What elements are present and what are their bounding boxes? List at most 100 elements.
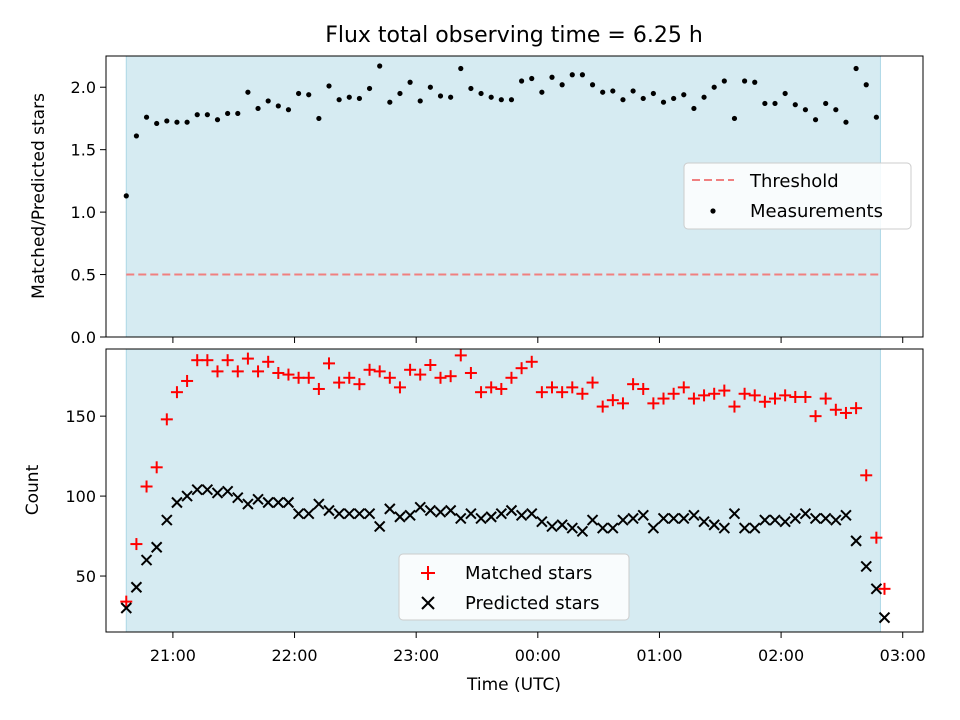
predicted-star-point <box>485 511 497 523</box>
matched-star-point <box>850 402 863 415</box>
predicted-star-point <box>232 491 244 504</box>
predicted-star-point <box>556 519 568 531</box>
predicted-star-point <box>130 581 143 593</box>
matched-star-point <box>657 392 670 405</box>
matched-star-point <box>596 400 609 413</box>
measurement-point <box>620 97 626 103</box>
matched-star-point <box>758 395 771 408</box>
matched-star-point <box>535 386 548 399</box>
legend-threshold-label: Threshold <box>749 171 839 192</box>
measurement-point <box>326 83 332 89</box>
measurement-point <box>154 120 160 127</box>
predicted-star-point <box>313 498 325 510</box>
matched-star-point <box>495 382 508 395</box>
measurement-point <box>508 97 515 103</box>
matched-star-point <box>819 392 832 405</box>
matched-star-point <box>312 382 325 395</box>
matched-star-point <box>779 389 792 402</box>
matched-star-point <box>353 378 366 391</box>
predicted-star-point <box>830 514 842 526</box>
predicted-star-point <box>779 515 791 528</box>
measurement-point <box>863 82 869 88</box>
measurement-point <box>377 63 383 69</box>
predicted-star-point <box>444 504 457 517</box>
top-panel: 0.00.51.01.52.0 Matched/Predicted stars … <box>29 55 924 347</box>
legend-matched-label: Matched stars <box>465 563 592 584</box>
measurement-point <box>265 98 271 104</box>
matched-star-point <box>616 397 629 410</box>
predicted-star-point <box>363 507 376 520</box>
predicted-star-point <box>282 496 295 509</box>
measurement-point <box>772 100 778 107</box>
matched-star-point <box>748 389 761 402</box>
top-y-tick-label: 2.0 <box>71 78 96 97</box>
predicted-star-point <box>333 507 345 520</box>
matched-star-point <box>282 368 295 381</box>
matched-star-point <box>191 354 204 367</box>
measurement-point <box>549 74 555 80</box>
measurement-point <box>336 97 342 103</box>
predicted-star-point <box>759 514 771 526</box>
bottom-panel: 50 100 150 21:00 22:00 23:00 00:00 01:00 02:00 0… <box>23 348 926 695</box>
measurement-point <box>123 193 129 199</box>
predicted-star-point <box>586 514 599 526</box>
measurement-point <box>833 107 839 113</box>
measurement-point <box>285 107 292 113</box>
predicted-star-point <box>181 490 193 502</box>
bottom-y-tick-label: 100 <box>65 487 96 506</box>
matched-star-point <box>170 386 183 399</box>
predicted-star-point <box>211 487 224 499</box>
matched-star-point <box>363 363 376 376</box>
matched-star-point <box>373 365 386 378</box>
top-series-layer <box>123 63 881 276</box>
predicted-star-point <box>404 509 416 521</box>
predicted-star-point <box>424 504 437 517</box>
predicted-star-point <box>738 522 751 534</box>
measurement-point <box>458 65 464 72</box>
matched-star-point <box>262 355 275 368</box>
matched-star-point <box>525 355 538 368</box>
predicted-star-point <box>455 512 467 525</box>
measurement-point <box>610 88 616 94</box>
predicted-star-point <box>769 514 781 526</box>
x-tick-label: 02:00 <box>758 646 804 665</box>
predicted-star-point <box>678 512 690 525</box>
top-x-ticks <box>172 337 904 343</box>
measurement-point <box>671 95 677 102</box>
predicted-star-point <box>617 514 629 526</box>
measurement-point <box>427 84 433 90</box>
matched-star-point <box>708 387 721 400</box>
x-tick-label: 03:00 <box>880 646 926 665</box>
bottom-y-tick-label: 50 <box>76 567 96 586</box>
measurement-point <box>681 92 687 98</box>
matched-star-point <box>383 371 396 384</box>
predicted-star-point <box>870 583 883 595</box>
predicted-star-point <box>252 493 264 506</box>
matched-star-point <box>829 403 842 416</box>
matched-star-point <box>211 365 224 378</box>
measurement-point <box>518 78 525 84</box>
measurement-point <box>346 94 352 100</box>
measurement-point <box>478 90 484 97</box>
measurement-point <box>589 82 596 88</box>
measurement-point <box>711 84 717 90</box>
matched-star-point <box>404 363 417 376</box>
predicted-star-point <box>728 507 741 520</box>
matched-star-point <box>292 371 305 384</box>
predicted-star-point <box>465 507 477 520</box>
bottom-axes-frame <box>105 348 924 633</box>
matched-star-point <box>566 381 579 394</box>
matched-star-point <box>464 366 477 379</box>
matched-star-point <box>424 358 437 371</box>
matched-star-point <box>667 387 680 400</box>
measurement-point <box>721 78 727 84</box>
predicted-star-point <box>850 535 862 547</box>
predicted-star-point <box>878 611 891 624</box>
predicted-star-point <box>627 512 639 525</box>
matched-star-point <box>140 480 153 493</box>
bottom-y-axis-label: Count <box>23 464 43 515</box>
matched-star-point <box>252 365 265 378</box>
predicted-star-point <box>718 522 731 534</box>
predicted-star-point <box>475 512 487 525</box>
